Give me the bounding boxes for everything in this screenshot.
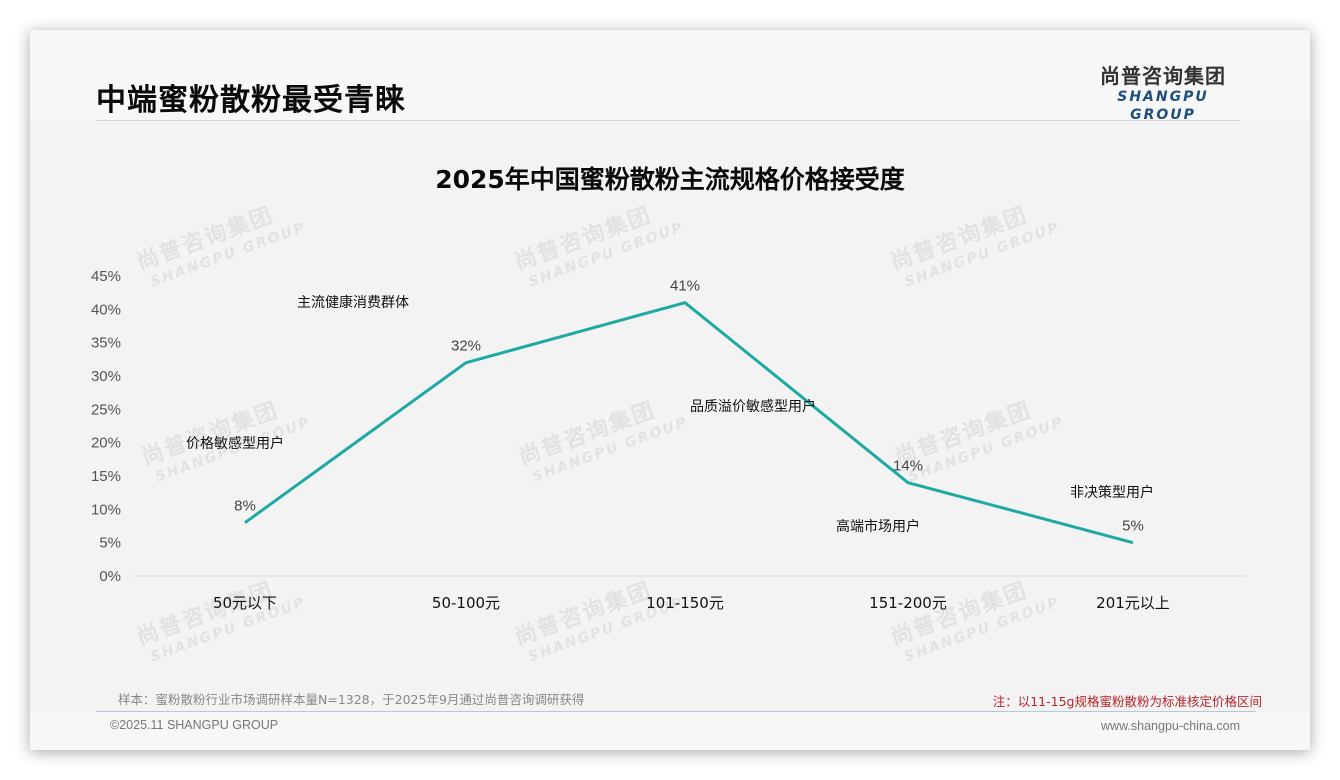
- y-tick-label: 0%: [99, 568, 121, 585]
- logo-cn-text: 尚普咨询集团: [1100, 64, 1226, 88]
- data-label: 14%: [893, 458, 923, 475]
- segment-annotation: 品质溢价敏感型用户: [690, 398, 816, 415]
- website-link[interactable]: www.shangpu-china.com: [1101, 719, 1240, 733]
- data-labels: 8% 32% 41% 14% 5%: [234, 278, 1144, 535]
- y-tick-label: 35%: [91, 335, 121, 352]
- x-axis-ticks: 50元以下 50-100元 101-150元 151-200元 201元以上: [213, 594, 1170, 612]
- y-tick-label: 25%: [91, 401, 121, 418]
- header-band: [30, 30, 1310, 120]
- title-divider: [96, 120, 1240, 121]
- segment-annotation: 非决策型用户: [1070, 484, 1154, 501]
- footnote-text: 注：以11-15g规格蜜粉散粉为标准核定价格区间: [992, 694, 1262, 709]
- data-label: 32%: [451, 338, 481, 355]
- y-tick-label: 5%: [99, 535, 121, 552]
- y-tick-label: 40%: [91, 301, 121, 318]
- data-label: 8%: [234, 498, 256, 515]
- sample-source-text: 样本：蜜粉散粉行业市场调研样本量N=1328，于2025年9月通过尚普咨询调研获…: [118, 692, 585, 707]
- y-axis-ticks: 0% 5% 10% 15% 20% 25% 30% 35% 40% 45%: [91, 268, 121, 585]
- y-tick-label: 45%: [91, 268, 121, 285]
- logo-en-text: SHANGPU GROUP: [1117, 89, 1209, 123]
- y-tick-label: 30%: [91, 368, 121, 385]
- slide: 中端蜜粉散粉最受青睐 尚普咨询集团 SHANGPU GROUP 尚普咨询集团 SH…: [30, 30, 1310, 750]
- page-title: 中端蜜粉散粉最受青睐: [96, 83, 406, 118]
- footer-band: [30, 712, 1310, 750]
- x-tick-label: 151-200元: [869, 594, 947, 612]
- footer-divider: [96, 711, 1256, 712]
- y-tick-label: 15%: [91, 468, 121, 485]
- series-line: [244, 301, 1134, 545]
- segment-annotation: 价格敏感型用户: [186, 435, 284, 452]
- data-label: 41%: [670, 278, 700, 295]
- data-label: 5%: [1122, 518, 1144, 535]
- x-tick-label: 201元以上: [1096, 594, 1170, 612]
- x-tick-label: 101-150元: [646, 594, 724, 612]
- x-tick-label: 50元以下: [213, 594, 277, 612]
- company-logo: 尚普咨询集团 SHANGPU GROUP: [1088, 64, 1238, 124]
- copyright-text: ©2025.11 SHANGPU GROUP: [110, 718, 279, 732]
- segment-annotation: 主流健康消费群体: [297, 294, 409, 311]
- y-tick-label: 20%: [91, 435, 121, 452]
- chart-title: 2025年中国蜜粉散粉主流规格价格接受度: [435, 165, 905, 194]
- y-tick-label: 10%: [91, 501, 121, 518]
- x-tick-label: 50-100元: [432, 594, 500, 612]
- segment-annotation: 高端市场用户: [836, 518, 920, 535]
